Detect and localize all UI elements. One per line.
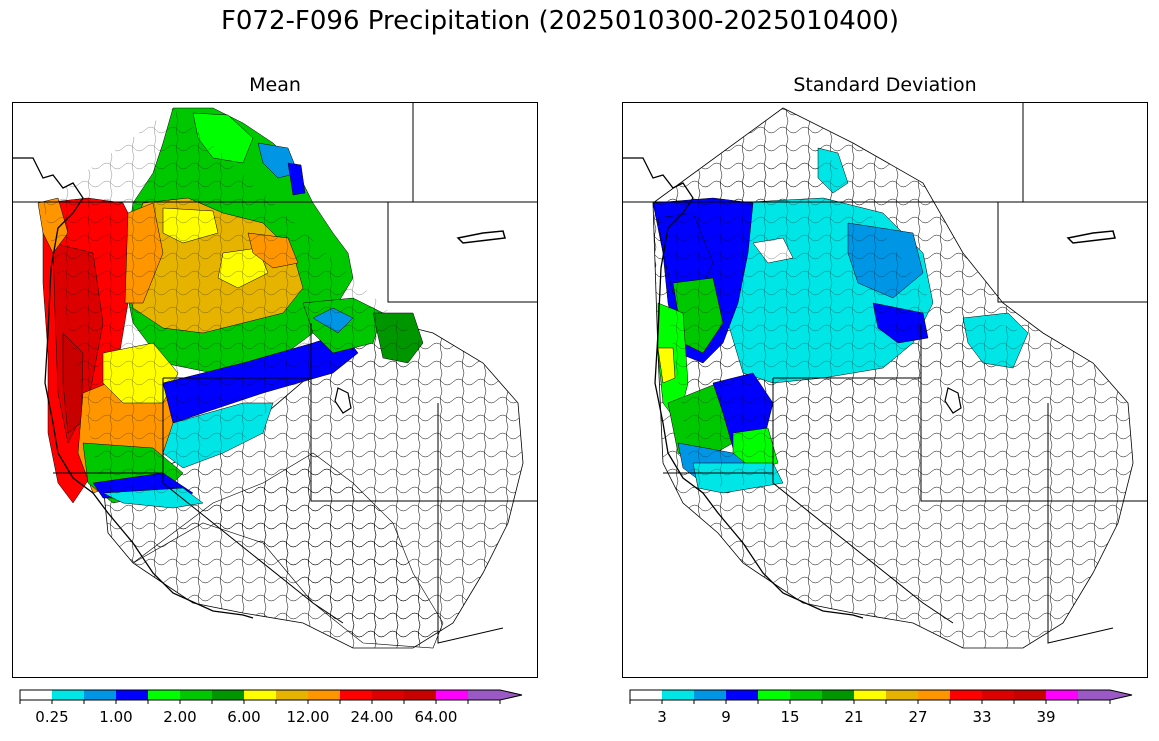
std-colorbar-segment (918, 690, 950, 700)
mean-colorbar-segment (276, 690, 308, 700)
mean-colorbar-segment (372, 690, 404, 700)
std-colorbar: 3 9 15 21 27 33 39 (624, 688, 1154, 740)
mean-basin-area-south (132, 452, 444, 649)
std-colorbar-segment (854, 690, 886, 700)
mean-colorbar-segment (20, 690, 52, 700)
std-colorbar-segment (630, 690, 662, 700)
mean-colorbar-segment (436, 690, 468, 700)
mean-basin-outlines (43, 108, 423, 503)
std-basin-outlines (653, 148, 1028, 488)
mean-colorbar-segment (180, 690, 212, 700)
mean-colorbar-segment (148, 690, 180, 700)
mean-colorbar-segment (116, 690, 148, 700)
mean-state-borders (13, 103, 537, 644)
std-colorbar-segment (662, 690, 694, 700)
mean-colorbar-segment (84, 690, 116, 700)
std-colorbar-tick-label: 9 (721, 708, 731, 726)
mean-map (13, 103, 537, 649)
std-colorbar-tick-label: 33 (972, 708, 991, 726)
std-lake-2 (1066, 230, 1116, 244)
mean-colorbar-segment (52, 690, 84, 700)
std-colorbar-segment (982, 690, 1014, 700)
std-colorbar-tick-label: 39 (1036, 708, 1055, 726)
mean-colorbar: 0.25 1.00 2.00 6.00 12.00 24.00 64.00 (14, 688, 544, 740)
std-colorbar-tick-label: 27 (908, 708, 927, 726)
mean-colorbar-tick-label: 1.00 (99, 708, 132, 726)
mean-colorbar-tick-label: 2.00 (163, 708, 196, 726)
mean-colorbar-tick-label: 6.00 (227, 708, 260, 726)
figure-title: F072-F096 Precipitation (2025010300-2025… (220, 6, 900, 36)
mean-panel-title: Mean (249, 74, 301, 96)
mean-colorbar-segment (244, 690, 276, 700)
std-colorbar-tick-label: 15 (780, 708, 799, 726)
std-map-panel (622, 102, 1148, 678)
std-colorbar-segment (1014, 690, 1046, 700)
mean-colorbar-tick-label: 24.00 (351, 708, 394, 726)
std-coastline (623, 157, 864, 619)
std-colorbar-segment (726, 690, 758, 700)
mean-colorbar-tick-label: 64.00 (415, 708, 458, 726)
std-state-borders (623, 103, 1147, 644)
std-colorbar-segment (822, 690, 854, 700)
std-colorbar-segment (790, 690, 822, 700)
std-colorbar-svg: 3 9 15 21 27 33 39 (629, 689, 1133, 726)
std-colorbar-segment (886, 690, 918, 700)
std-panel-title: Standard Deviation (793, 74, 977, 96)
std-lake (944, 387, 962, 414)
std-map (623, 103, 1147, 649)
mean-colorbar-segment (308, 690, 340, 700)
std-colorbar-tick-label: 3 (657, 708, 667, 726)
mean-coastline (13, 157, 254, 619)
mean-colorbar-segment (340, 690, 372, 700)
mean-lake (334, 387, 352, 414)
mean-colorbar-outline (19, 689, 523, 701)
mean-colorbar-tick-label: 0.25 (35, 708, 68, 726)
mean-colorbar-segment (468, 690, 522, 700)
std-colorbar-segment (1078, 690, 1132, 700)
mean-lake-2 (456, 230, 506, 244)
mean-colorbar-tick-label: 12.00 (287, 708, 330, 726)
mean-map-panel (12, 102, 538, 678)
std-colorbar-segment (1046, 690, 1078, 700)
mean-colorbar-segment (212, 690, 244, 700)
mean-colorbar-segment (404, 690, 436, 700)
mean-colorbar-svg: 0.25 1.00 2.00 6.00 12.00 24.00 64.00 (19, 689, 523, 726)
std-colorbar-segment (694, 690, 726, 700)
std-colorbar-tick-label: 21 (844, 708, 863, 726)
std-colorbar-outline (629, 689, 1133, 701)
std-colorbar-segment (758, 690, 790, 700)
std-colorbar-segment (950, 690, 982, 700)
